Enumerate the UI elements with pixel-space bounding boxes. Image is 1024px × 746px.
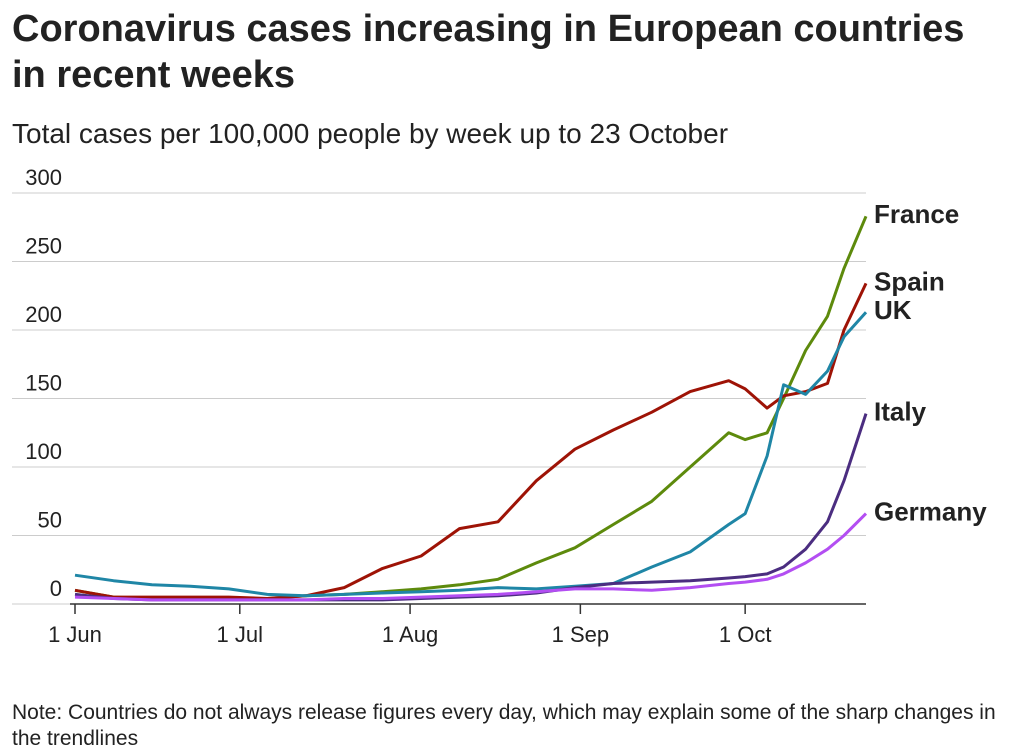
- y-tick-label: 250: [25, 233, 62, 258]
- series-label: Spain: [874, 266, 945, 296]
- chart-note: Note: Countries do not always release fi…: [12, 701, 996, 746]
- y-tick-label: 200: [25, 302, 62, 327]
- series-line: [74, 512, 868, 602]
- y-tick-label: 150: [25, 370, 62, 395]
- series-label: Italy: [874, 396, 927, 426]
- y-tick-label: 100: [25, 439, 62, 464]
- x-tick-label: 1 Sep: [552, 622, 610, 647]
- series-label: UK: [874, 295, 912, 325]
- x-tick-label: 1 Oct: [719, 622, 772, 647]
- chart-title: Coronavirus cases increasing in European…: [12, 8, 965, 96]
- x-tick-label: 1 Jul: [217, 622, 263, 647]
- chart: 0 50 100 150 200 250 300 1 Jun 1 Jul 1 Aug 1 Sep 1 …: [12, 165, 987, 647]
- y-tick-label: 50: [38, 507, 62, 532]
- series-line: [74, 282, 868, 600]
- y-tick-label: 300: [25, 165, 62, 190]
- series-label: Germany: [874, 496, 987, 526]
- series-line: [74, 215, 868, 600]
- x-tick-label: 1 Aug: [382, 622, 438, 647]
- series-line: [74, 311, 868, 598]
- series-label: France: [874, 199, 959, 229]
- x-tick-label: 1 Jun: [48, 622, 102, 647]
- y-tick-label: 0: [50, 576, 62, 601]
- chart-subtitle: Total cases per 100,000 people by week u…: [12, 118, 729, 149]
